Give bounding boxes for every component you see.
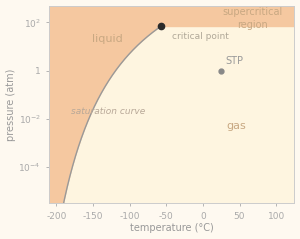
Text: gas: gas — [226, 121, 246, 131]
Text: STP: STP — [225, 56, 243, 66]
Y-axis label: pressure (atm): pressure (atm) — [6, 68, 16, 141]
Text: saturation curve: saturation curve — [70, 107, 145, 116]
Text: liquid: liquid — [92, 34, 123, 44]
Polygon shape — [49, 5, 161, 239]
Text: critical point: critical point — [172, 32, 229, 40]
X-axis label: temperature (°C): temperature (°C) — [130, 223, 214, 234]
Text: supercritical
region: supercritical region — [223, 7, 283, 30]
Polygon shape — [161, 5, 294, 26]
